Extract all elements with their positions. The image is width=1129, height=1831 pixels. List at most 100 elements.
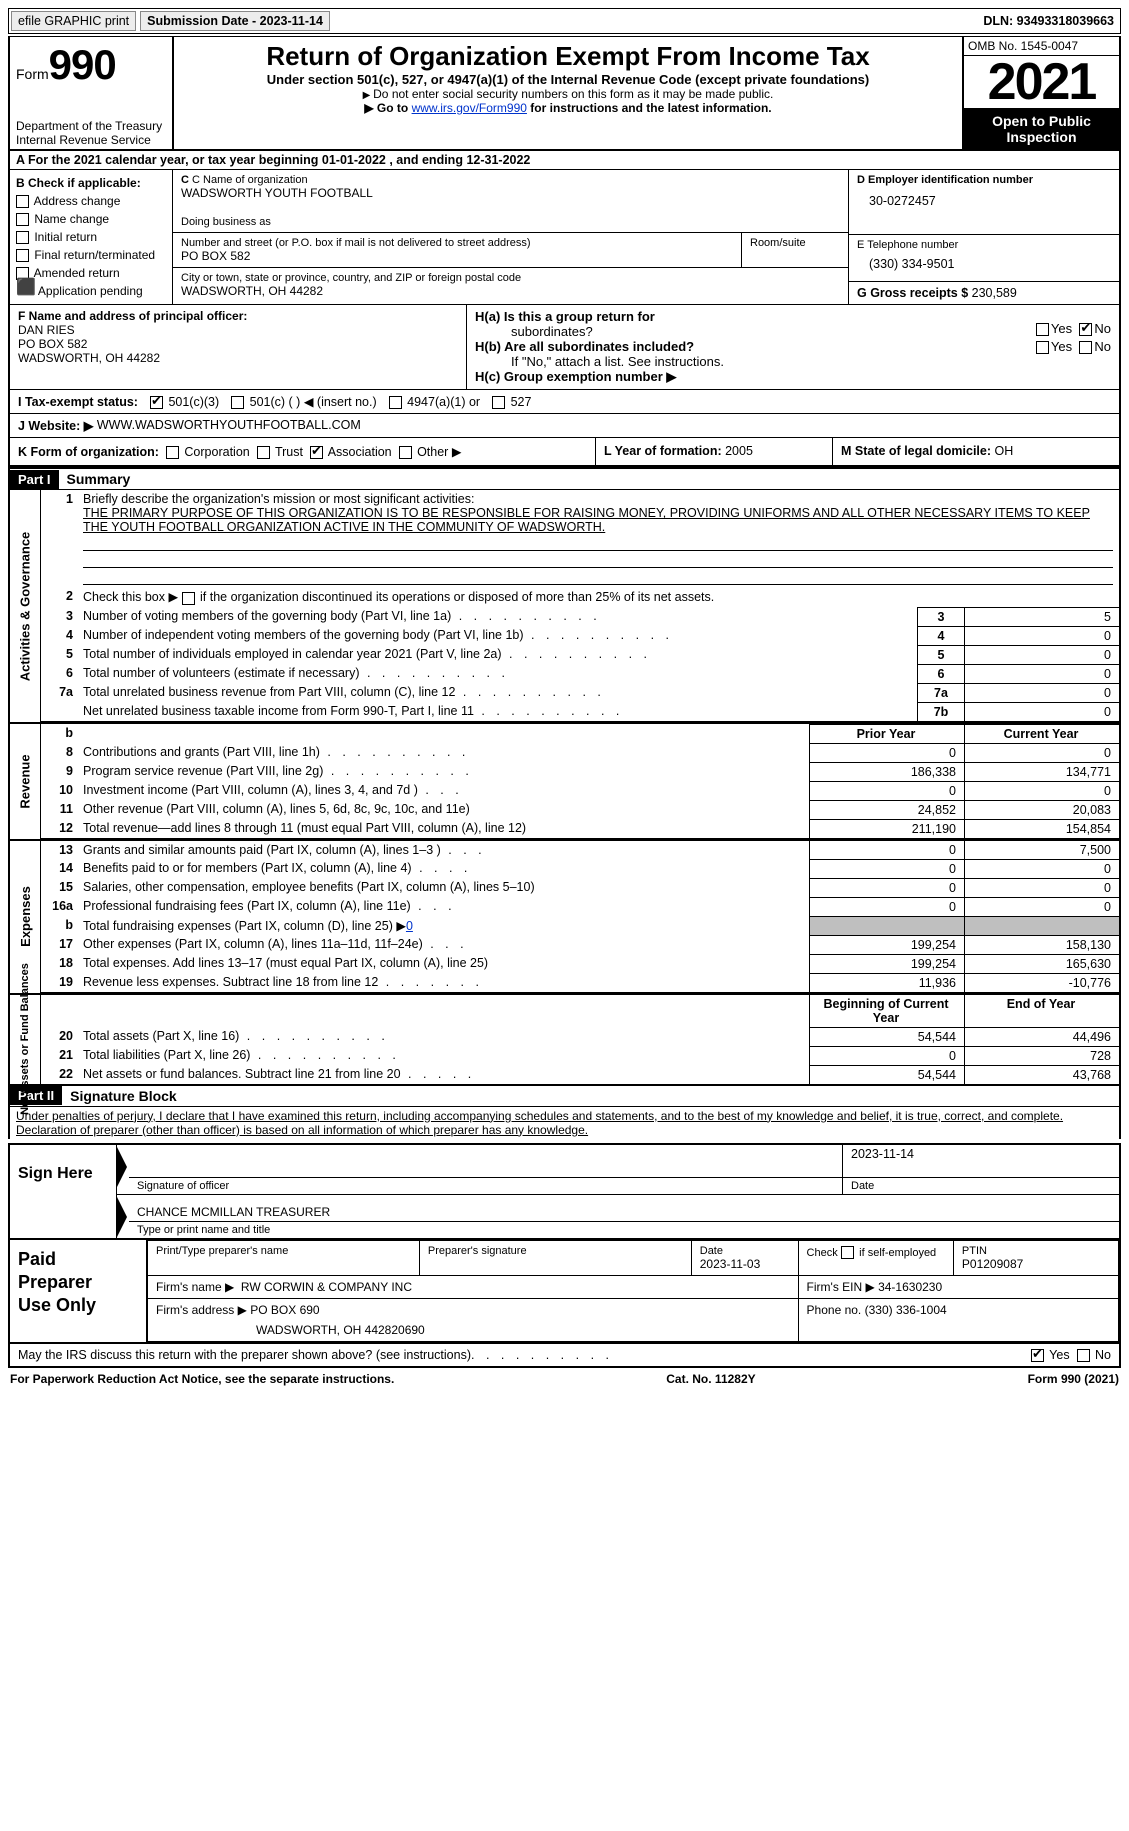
open-to-public: Open to Public Inspection xyxy=(964,109,1119,149)
self-emp-post: if self-employed xyxy=(859,1247,936,1259)
revenue-block: Revenue bPrior YearCurrent Year 8Contrib… xyxy=(8,724,1121,841)
part2-header-row: Part II Signature Block xyxy=(8,1086,1121,1107)
cb-trust[interactable] xyxy=(257,446,270,459)
paid-preparer-block: Paid Preparer Use Only Print/Type prepar… xyxy=(8,1240,1121,1344)
blank xyxy=(77,724,810,743)
blank-line xyxy=(83,534,1113,551)
cb-discontinued[interactable] xyxy=(182,592,195,605)
prep-left1: Paid xyxy=(18,1248,138,1271)
dots: . . . . . . . . . . xyxy=(502,647,651,661)
cb-other[interactable] xyxy=(399,446,412,459)
goto-pre: Go to xyxy=(377,101,412,115)
dots: . . . . . . . . . . xyxy=(455,685,604,699)
dots: . . . . . . . xyxy=(378,975,483,989)
blank-line xyxy=(83,568,1113,585)
pv: 11,936 xyxy=(810,973,965,992)
officer-addr2: WADSWORTH, OH 44282 xyxy=(18,351,458,365)
header-right: OMB No. 1545-0047 2021 Open to Public In… xyxy=(962,37,1119,149)
part1-hdr: Part I xyxy=(10,470,59,489)
cv: 0 xyxy=(965,743,1120,762)
opt-application-pending: Application pending xyxy=(38,282,143,300)
header-left: Form990 Department of the Treasury Inter… xyxy=(10,37,174,149)
cb-ha-yes[interactable] xyxy=(1036,323,1049,336)
f-lbl: F Name and address of principal officer: xyxy=(18,309,247,323)
m-val: OH xyxy=(995,444,1014,458)
officer-printed-name: CHANCE MCMILLAN TREASURER xyxy=(129,1195,1119,1222)
hb-lbl: H(b) Are all subordinates included? xyxy=(475,339,694,354)
i-lbl: I Tax-exempt status: xyxy=(18,395,138,409)
form990-link[interactable]: www.irs.gov/Form990 xyxy=(412,101,527,115)
ha-yes: Yes xyxy=(1051,321,1072,336)
cb-address-change[interactable] xyxy=(16,195,29,208)
dots: . . . . . xyxy=(401,1067,476,1081)
pv: 211,190 xyxy=(810,819,965,838)
part1-header-row: Part I Summary xyxy=(8,467,1121,490)
col-c: C C Name of organization WADSWORTH YOUTH… xyxy=(173,170,848,304)
mission-text: THE PRIMARY PURPOSE OF THIS ORGANIZATION… xyxy=(83,506,1113,534)
ln: 6 xyxy=(41,664,77,683)
cb-hb-yes[interactable] xyxy=(1036,341,1049,354)
c-name-lbl: C Name of organization xyxy=(192,174,308,186)
pv: 186,338 xyxy=(810,762,965,781)
dln-value: 93493318039663 xyxy=(1017,14,1114,28)
ln: 19 xyxy=(41,973,77,992)
cb-hb-no[interactable] xyxy=(1079,341,1092,354)
cb-discuss-no[interactable] xyxy=(1077,1349,1090,1362)
print-name-cell: Print/Type preparer's name xyxy=(148,1240,420,1275)
efile-print-button[interactable]: efile GRAPHIC print xyxy=(11,11,136,31)
dots: . . . . . . . . . . xyxy=(250,1048,399,1062)
cb-ha-no[interactable] xyxy=(1079,323,1092,336)
form-990: 990 xyxy=(49,41,116,88)
opt-name-change: Name change xyxy=(34,212,109,226)
goto-note: ▶ Go to www.irs.gov/Form990 for instruct… xyxy=(180,101,956,115)
preparer-table: Print/Type preparer's name Preparer's si… xyxy=(147,1240,1119,1342)
cb-assoc[interactable] xyxy=(310,446,323,459)
row-a-start: 01-01-2022 xyxy=(322,153,386,167)
cb-self-employed[interactable] xyxy=(841,1246,854,1259)
cb-discuss-yes[interactable] xyxy=(1031,1349,1044,1362)
cv: 44,496 xyxy=(965,1027,1120,1046)
ln: 3 xyxy=(41,607,77,626)
d: Investment income (Part VIII, column (A)… xyxy=(83,783,418,797)
cb-initial-return[interactable] xyxy=(16,231,29,244)
declaration: Under penalties of perjury, I declare th… xyxy=(8,1107,1121,1139)
cv: 0 xyxy=(965,859,1120,878)
opt-527: 527 xyxy=(511,395,532,409)
cb-final-return[interactable] xyxy=(16,249,29,262)
l-year: L Year of formation: 2005 xyxy=(596,438,833,465)
sign-here-label: Sign Here xyxy=(10,1145,117,1238)
cv: 20,083 xyxy=(965,800,1120,819)
net-assets-table: Beginning of Current YearEnd of Year 20T… xyxy=(41,995,1119,1084)
cb-4947[interactable] xyxy=(389,396,402,409)
ln: 4 xyxy=(41,626,77,645)
l2-pre: Check this box ▶ xyxy=(83,590,182,604)
prep-sig-cell[interactable]: Preparer's signature xyxy=(419,1240,691,1275)
pv: 199,254 xyxy=(810,935,965,954)
blank-line xyxy=(83,551,1113,568)
cb-corp[interactable] xyxy=(166,446,179,459)
b-label: B Check if applicable: xyxy=(16,174,166,192)
ln-1: 1 xyxy=(41,490,77,587)
expenses-table: 13Grants and similar amounts paid (Part … xyxy=(41,841,1119,993)
box-f: F Name and address of principal officer:… xyxy=(10,305,467,389)
bottom-line: For Paperwork Reduction Act Notice, see … xyxy=(8,1368,1121,1390)
cb-527[interactable] xyxy=(492,396,505,409)
row-klm: K Form of organization: Corporation Trus… xyxy=(8,438,1121,467)
side-revenue-text: Revenue xyxy=(18,754,33,808)
firm-ein-cell: Firm's EIN ▶ 34-1630230 xyxy=(798,1275,1118,1298)
cb-name-change[interactable] xyxy=(16,213,29,226)
cb-501c[interactable] xyxy=(231,396,244,409)
ha-lbl2: subordinates? xyxy=(475,324,655,339)
prep-date-cell: Date 2023-11-03 xyxy=(691,1240,798,1275)
col-b: B Check if applicable: Address change Na… xyxy=(10,170,173,304)
nc: 3 xyxy=(918,607,965,626)
cb-501c3[interactable] xyxy=(150,396,163,409)
d: Total fundraising expenses (Part IX, col… xyxy=(83,919,406,933)
cv: 728 xyxy=(965,1046,1120,1065)
sig-field[interactable] xyxy=(129,1145,843,1177)
fundraising-link[interactable]: 0 xyxy=(406,919,413,933)
submission-date-button[interactable]: Submission Date - 2023-11-14 xyxy=(140,11,330,31)
addr-lbl: Number and street (or P.O. box if mail i… xyxy=(181,237,733,249)
d-ein-lbl: D Employer identification number xyxy=(857,174,1033,186)
phone-lbl: Phone no. xyxy=(807,1303,862,1317)
